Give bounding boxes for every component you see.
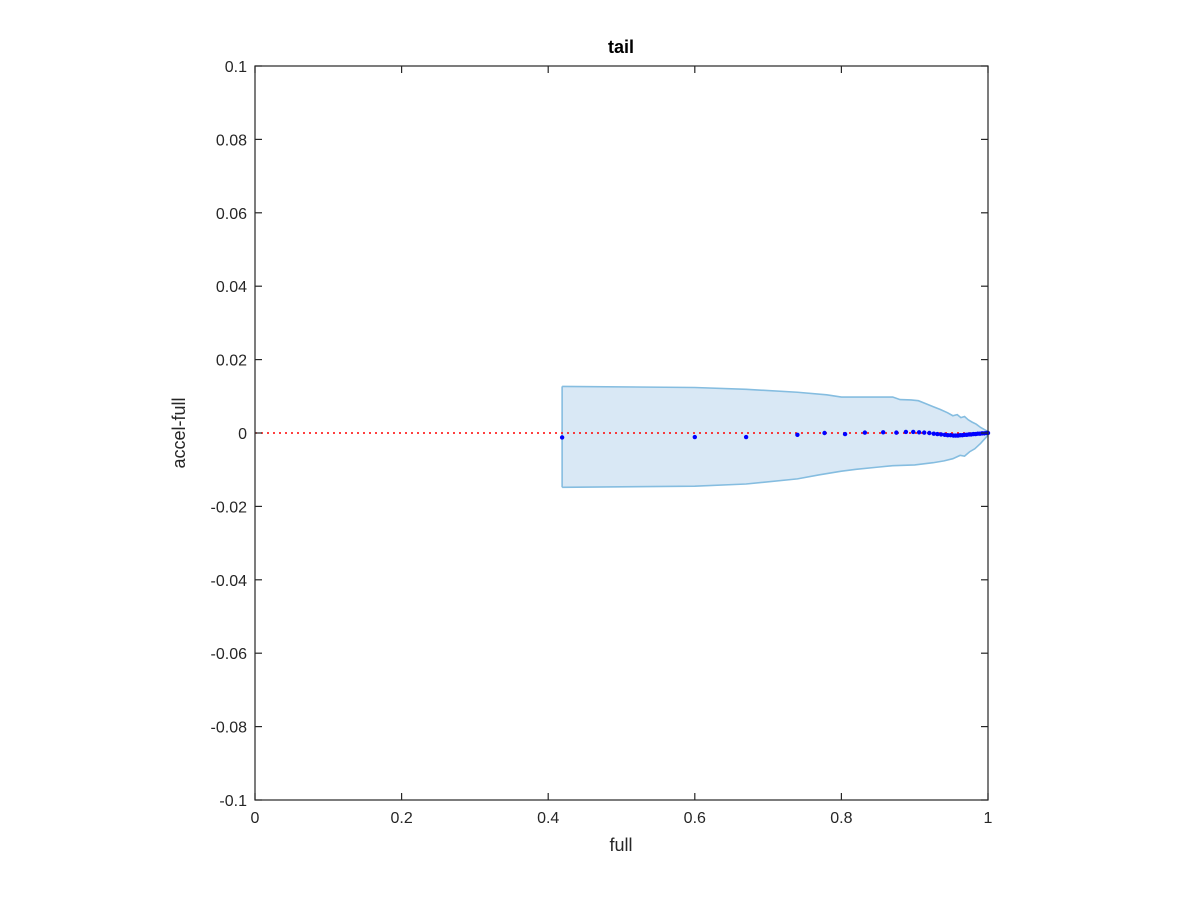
data-point (862, 430, 868, 435)
y-tick-label: -0.08 (211, 720, 248, 737)
axes: 0 0.2 0.4 0.6 0.8 1 0.1 0.08 0.06 0.04 0.02 0 -0.02 -… (211, 59, 993, 827)
x-tick-label: 0 (251, 810, 260, 827)
data-point (880, 430, 886, 435)
data-point (692, 434, 697, 440)
data-point (903, 429, 909, 435)
y-tick-label: 0.06 (216, 206, 247, 223)
data-point (938, 432, 944, 437)
x-tick-label: 0.8 (830, 810, 852, 827)
y-tick-label: 0.08 (216, 132, 247, 149)
data-point (842, 431, 848, 437)
y-tick-label: -0.1 (219, 793, 247, 810)
y-tick-label: 0.02 (216, 353, 247, 370)
y-tick-label: -0.02 (211, 499, 248, 516)
y-axis-label: accel-full (169, 397, 189, 468)
x-tick-label: 0.4 (537, 810, 559, 827)
data-point (927, 430, 932, 436)
data-point (922, 430, 927, 435)
data-point (935, 431, 940, 437)
y-tick-label: -0.04 (211, 573, 248, 590)
x-axis-label: full (609, 835, 632, 855)
confidence-band-upper-edge (562, 385, 989, 433)
data-point (916, 430, 922, 435)
x-tick-label: 1 (984, 810, 993, 827)
y-tick-label: 0 (238, 426, 247, 443)
confidence-band-fill (562, 386, 988, 488)
y-tick-label: 0.04 (216, 279, 247, 296)
data-point (911, 429, 916, 435)
data-point (894, 430, 899, 435)
plot-area (255, 385, 991, 489)
confidence-band-lower-edge (562, 434, 989, 489)
x-tick-label: 0.6 (684, 810, 706, 827)
data-point (795, 432, 800, 438)
data-point (559, 435, 565, 440)
data-point (822, 430, 827, 436)
x-tick-label: 0.2 (390, 810, 412, 827)
data-point (743, 434, 749, 440)
data-point (931, 431, 936, 436)
y-tick-label: -0.06 (211, 646, 248, 663)
chart-title: tail (608, 37, 634, 57)
y-tick-label: 0.1 (225, 59, 247, 76)
